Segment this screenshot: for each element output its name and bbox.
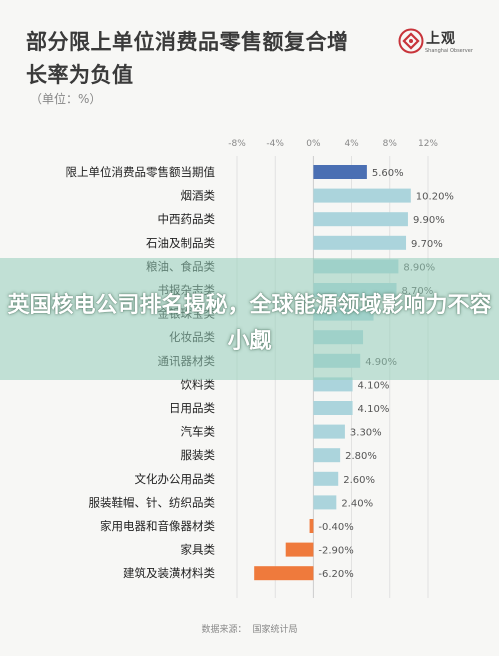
value-label: 4.10% <box>358 404 390 415</box>
value-label: 3.30% <box>350 428 382 439</box>
unit-label: （单位：%） <box>30 92 102 106</box>
bar <box>313 495 337 510</box>
value-label: 2.40% <box>341 498 373 509</box>
bar <box>313 212 408 227</box>
x-tick-label: 12% <box>418 139 438 149</box>
bar <box>313 448 341 463</box>
value-label: -0.40% <box>318 522 353 533</box>
value-label: 2.80% <box>345 451 377 462</box>
x-tick-label: 8% <box>383 139 398 149</box>
bar <box>313 165 367 179</box>
category-label: 家具类 <box>181 543 216 557</box>
category-label: 石油及制品类 <box>146 236 215 250</box>
source-label: 数据来源： <box>201 625 247 635</box>
category-label: 服装鞋帽、针、纺织品类 <box>89 495 216 509</box>
overlay-banner <box>0 258 499 380</box>
category-label: 建筑及装潢材料类 <box>123 566 215 580</box>
bar <box>309 519 314 533</box>
bar <box>313 471 339 486</box>
bar <box>313 377 353 392</box>
chart-title: 部分限上单位消费品零售额复合增长率为负值 <box>26 30 349 87</box>
overlay-banner-text: 英国核电公司排名揭秘，全球能源领域影响力不容小觑 <box>7 293 492 354</box>
x-tick-label: 4% <box>344 139 359 149</box>
x-tick-label: -8% <box>228 139 246 149</box>
value-label: 9.90% <box>413 215 445 226</box>
value-label: -2.90% <box>318 546 353 557</box>
category-label: 汽车类 <box>181 425 216 439</box>
value-label: 2.60% <box>343 475 375 486</box>
value-label: 9.70% <box>411 239 443 250</box>
data-source: 数据来源： 国家统计局 <box>0 622 499 635</box>
logo-icon <box>398 28 424 54</box>
value-label: 4.10% <box>358 380 390 391</box>
value-label: -6.20% <box>318 569 353 580</box>
category-label: 日用品类 <box>169 401 215 415</box>
category-label: 服装类 <box>181 448 216 462</box>
bar <box>313 424 345 439</box>
category-label: 家用电器和音像器材类 <box>100 519 215 533</box>
category-label: 饮料类 <box>181 377 216 391</box>
category-label: 限上单位消费品零售额当期值 <box>66 165 216 179</box>
bar <box>313 401 353 415</box>
logo-subtext: Shanghai Observer <box>425 48 473 54</box>
bar <box>254 566 314 581</box>
x-axis-ticks: -8% -4% 0% 4% 8% 12% <box>228 139 438 149</box>
category-label: 烟酒类 <box>181 189 216 203</box>
logo-text: 上观 <box>426 31 456 47</box>
bar <box>285 542 314 557</box>
x-tick-label: -4% <box>266 139 284 149</box>
category-label: 文化办公用品类 <box>135 472 216 486</box>
value-label: 5.60% <box>372 168 404 179</box>
source-name: 国家统计局 <box>252 625 298 635</box>
logo: 上观 Shanghai Observer <box>398 20 478 64</box>
category-label: 中西药品类 <box>158 212 216 226</box>
bar <box>313 188 411 203</box>
x-tick-label: 0% <box>306 139 321 149</box>
value-label: 10.20% <box>416 192 454 203</box>
bar <box>313 235 407 250</box>
